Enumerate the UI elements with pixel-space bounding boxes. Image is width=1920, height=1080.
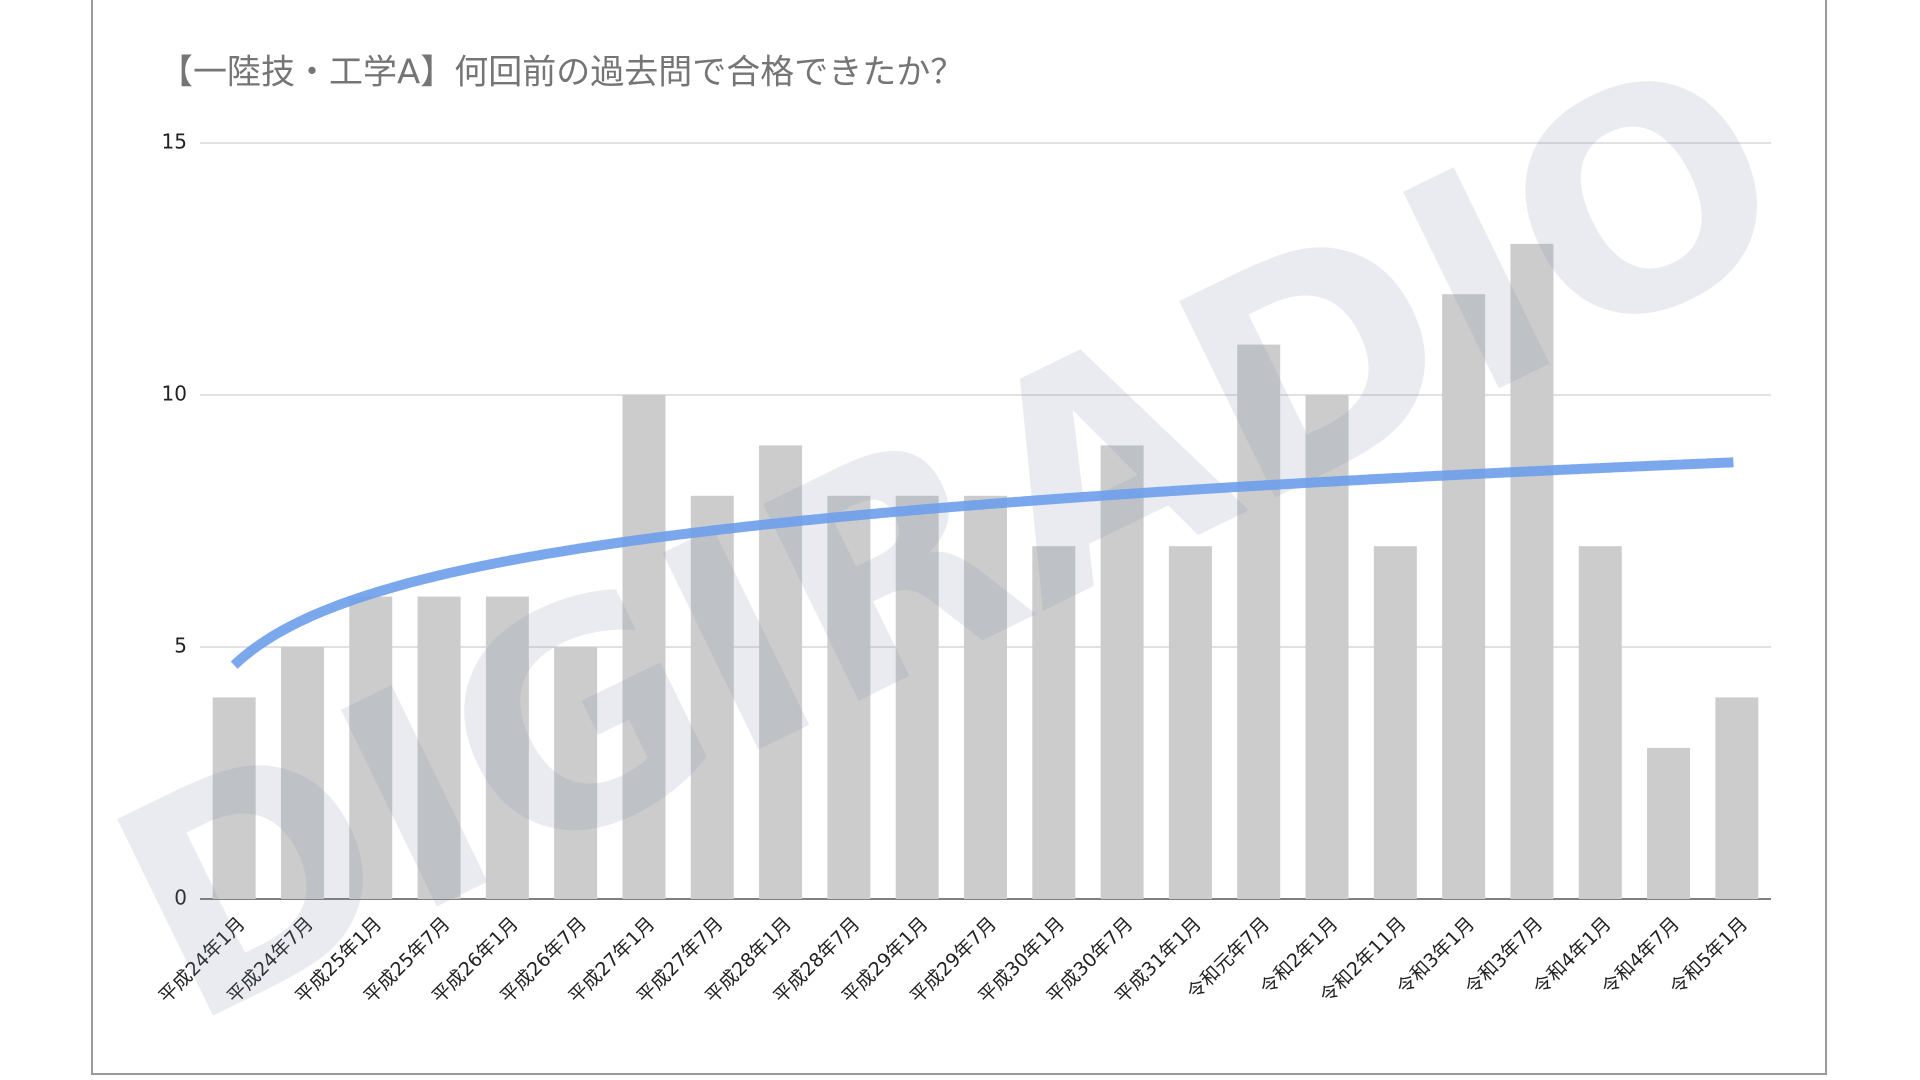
- y-tick-label: 15: [162, 130, 187, 154]
- bar: [1237, 344, 1281, 900]
- bar: [827, 495, 871, 899]
- bar: [1100, 445, 1144, 899]
- bar: [1032, 546, 1076, 899]
- bar: [1715, 697, 1759, 899]
- bar: [417, 596, 461, 899]
- bar: [1510, 243, 1554, 900]
- bar: [280, 647, 324, 899]
- y-tick-label: 10: [162, 382, 187, 406]
- bar: [690, 495, 734, 899]
- bar: [212, 697, 256, 899]
- bar: [1647, 747, 1691, 899]
- bar: [964, 495, 1007, 899]
- bar: [485, 596, 529, 899]
- bar: [1442, 294, 1486, 899]
- trendline: [230, 457, 1734, 669]
- bar: [1373, 546, 1417, 899]
- bar: [1578, 546, 1622, 899]
- y-tick-label: 0: [174, 886, 187, 910]
- bar: [1168, 546, 1212, 899]
- bar: [554, 647, 598, 899]
- bar: [622, 395, 666, 899]
- y-tick-label: 5: [174, 634, 187, 658]
- chart-title: 【一陸技・工学A】何回前の過去問で合格できたか？: [159, 53, 964, 93]
- bar: [895, 495, 939, 899]
- bar: [349, 596, 393, 899]
